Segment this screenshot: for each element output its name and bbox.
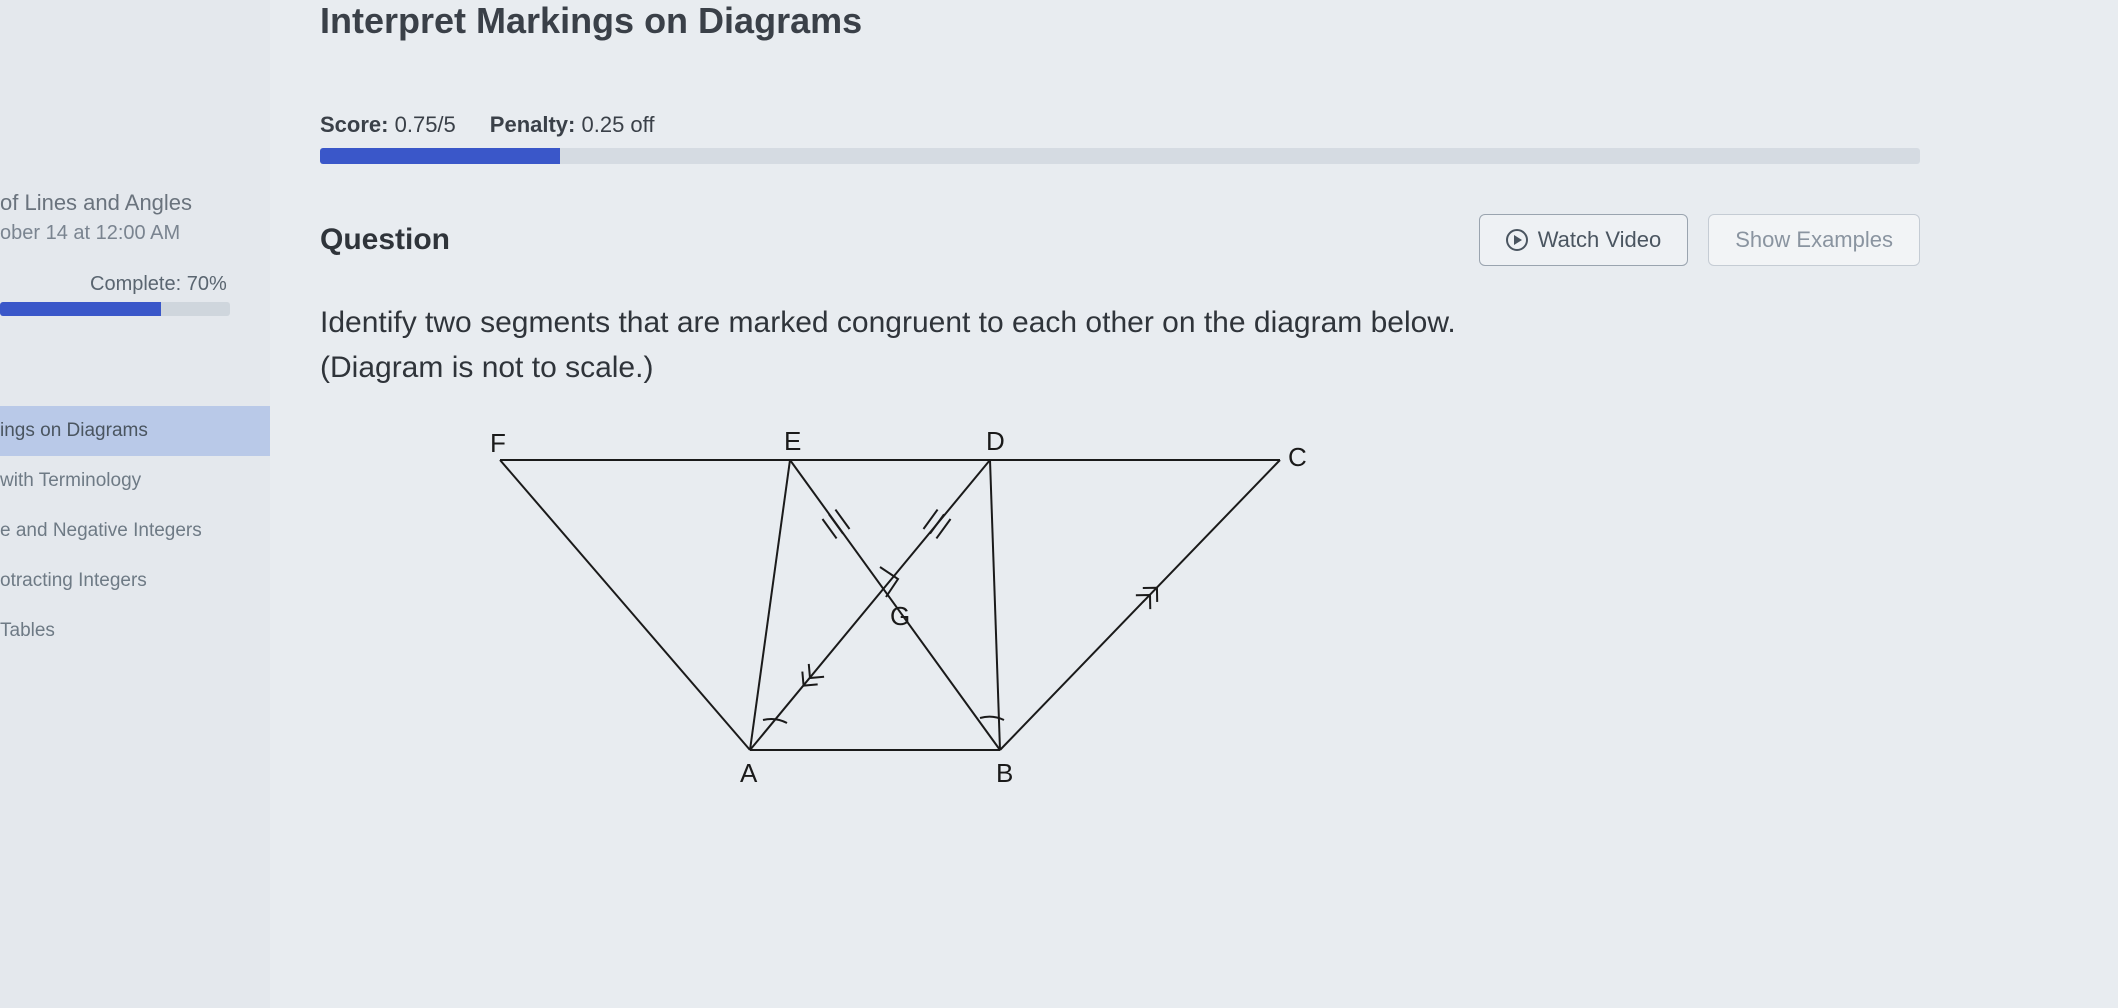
watch-video-button[interactable]: Watch Video	[1479, 214, 1689, 266]
unit-title: of Lines and Angles	[0, 190, 252, 216]
sidebar: of Lines and Angles ober 14 at 12:00 AM …	[0, 0, 270, 1008]
watch-video-label: Watch Video	[1538, 227, 1662, 253]
label-B: B	[996, 758, 1013, 788]
label-A: A	[740, 758, 758, 788]
sidebar-header: of Lines and Angles ober 14 at 12:00 AM	[0, 190, 270, 273]
sidebar-item-4[interactable]: Tables	[0, 606, 270, 656]
sidebar-item-3[interactable]: otracting Integers	[0, 556, 270, 606]
label-E: E	[784, 426, 801, 456]
sidebar-item-2[interactable]: e and Negative Integers	[0, 506, 270, 556]
label-D: D	[986, 426, 1005, 456]
question-prompt: Identify two segments that are marked co…	[320, 300, 1870, 390]
label-F: F	[490, 428, 506, 458]
due-date: ober 14 at 12:00 AM	[0, 222, 252, 245]
sidebar-progress	[0, 302, 230, 316]
main-area: Interpret Markings on Diagrams Score: 0.…	[270, 0, 2118, 1008]
page-title: Interpret Markings on Diagrams	[320, 0, 2058, 42]
label-G: G	[890, 601, 910, 631]
sidebar-item-1[interactable]: with Terminology	[0, 456, 270, 506]
question-header-row: Question Watch Video Show Examples	[320, 214, 1920, 266]
show-examples-button[interactable]: Show Examples	[1708, 214, 1920, 266]
geometry-diagram: F E D C A B G	[440, 420, 1340, 800]
score-progress	[320, 148, 1920, 164]
app-root: of Lines and Angles ober 14 at 12:00 AM …	[0, 0, 2118, 1008]
show-examples-label: Show Examples	[1735, 227, 1893, 253]
sidebar-items: ings on Diagramswith Terminologye and Ne…	[0, 406, 270, 656]
score-label: Score: 0.75/5	[320, 112, 456, 138]
question-heading: Question	[320, 223, 450, 257]
play-icon	[1506, 229, 1528, 251]
score-progress-fill	[320, 148, 560, 164]
label-C: C	[1288, 442, 1307, 472]
penalty-label: Penalty: 0.25 off	[490, 112, 655, 138]
diagram-container: F E D C A B G	[440, 420, 1340, 805]
prompt-line1: Identify two segments that are marked co…	[320, 306, 1456, 339]
sidebar-progress-fill	[0, 302, 161, 316]
sidebar-item-0[interactable]: ings on Diagrams	[0, 406, 270, 456]
question-buttons: Watch Video Show Examples	[1479, 214, 1920, 266]
complete-label: Complete: 70%	[0, 273, 270, 296]
score-row: Score: 0.75/5 Penalty: 0.25 off	[320, 112, 2058, 138]
prompt-line2: (Diagram is not to scale.)	[320, 351, 653, 384]
